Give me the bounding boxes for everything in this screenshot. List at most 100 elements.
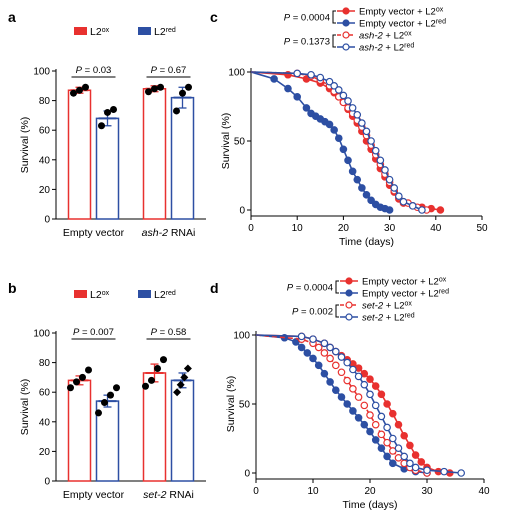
y-tick-label-5: 100 [33,67,50,78]
series-point-3-6 [337,353,346,361]
series-point-0-18 [406,441,414,450]
data-point-0-0-1 [73,378,80,386]
series-point-1-16 [358,184,366,192]
series-point-0-13 [377,390,386,399]
legend-label-1: Empty vector + L2red [359,18,446,30]
series-point-1-11 [343,400,352,408]
x-tick-label-4: 40 [430,223,442,234]
panel-label-b: b [8,280,17,296]
data-point-0-0-1 [76,86,83,94]
group-label-1: ash-2 RNAi [142,227,196,239]
y-tick-label-0: 0 [244,469,250,480]
data-point-1-0-0 [145,88,152,96]
series-point-1-14 [360,420,369,429]
legend-label-3: ash-2 + L2red [359,42,414,54]
series-point-3-3 [320,339,329,348]
series-point-1-3 [293,93,302,101]
panel-label-d: d [210,280,219,296]
group-label-0: Empty vector [63,489,125,501]
series-point-1-15 [366,427,374,436]
legend-marker-1 [345,289,353,297]
series-point-3-7 [343,358,352,367]
series-point-3-21 [440,467,448,476]
series-point-3-15 [388,434,397,443]
bar-1-1 [170,379,195,482]
series-point-3-4 [326,343,334,352]
x-tick-label-4: 40 [478,486,490,497]
y-tick-label-2: 40 [39,417,51,428]
y-axis-label: Survival (%) [220,113,232,170]
series-point-3-10 [360,380,369,389]
data-point-1-0-0 [142,382,149,390]
legend-marker-3 [345,313,353,321]
series-point-3-12 [362,127,371,136]
x-axis-label: Time (days) [339,236,394,248]
series-point-2-7 [337,368,346,377]
series-point-0-11 [366,375,374,383]
pvalue-label-1: P = 0.002 [292,307,333,318]
legend-label-2: set-2 + L2ox [362,300,412,312]
y-tick-label-5: 100 [33,329,50,340]
series-point-0-17 [400,431,409,440]
legend-label-1: L2red [154,289,176,301]
series-point-3-14 [371,146,380,155]
bar-0-1 [95,117,120,220]
series-point-1-15 [353,175,362,184]
legend-swatch-1 [138,27,151,35]
survival-curve-c: 0 50 100 0 10 20 30 40 50 Time (days) Survival (%)… [220,6,488,248]
data-point-1-1-0 [173,107,180,115]
x-tick-label-1: 10 [292,223,304,234]
series-point-2-3 [314,343,323,352]
series-point-1-14 [348,167,357,176]
series-point-2-15 [383,438,391,447]
series-line-3 [255,334,462,474]
series-point-3-18 [390,184,399,192]
series-point-0-20 [417,458,426,466]
pvalue-label-0: P = 0.007 [73,327,114,338]
y-tick-label-1: 50 [239,400,251,411]
series-point-1-13 [344,156,352,165]
series-point-1-5 [309,354,317,363]
series-point-3-16 [394,444,403,452]
data-point-1-1-1 [179,89,186,97]
series-point-3-6 [334,86,343,94]
data-point-0-1-1 [101,399,108,407]
series-point-1-1 [270,75,278,83]
data-point-1-1-2 [180,373,189,382]
data-point-0-1-2 [110,105,117,113]
series-point-3-3 [316,73,325,82]
pvalue-label-1: P = 0.67 [151,65,187,76]
series-point-1-11 [334,134,343,143]
series-point-1-19 [388,459,397,468]
y-tick-label-4: 80 [39,358,51,369]
data-point-0-0-3 [85,366,92,374]
series-point-3-8 [344,97,352,105]
series-point-3-1 [297,332,306,341]
bar-1-1 [170,96,195,220]
data-point-1-1-1 [176,380,185,389]
y-tick-label-3: 60 [39,126,51,137]
series-point-1-8 [326,378,334,386]
series-point-3-18 [406,459,414,468]
series-point-1-10 [330,126,338,134]
data-point-0-1-2 [107,391,114,399]
series-line-0 [255,334,450,474]
bar-chart-b: L2ox L2red 0 20 40 60 80 100 Survival (%) P = 0.0… [19,289,206,501]
series-point-2-4 [320,349,329,357]
series-point-3-20 [399,197,408,206]
group-label-1: set-2 RNAi [143,489,194,501]
series-point-2-8 [343,376,352,385]
series-point-3-19 [411,463,420,472]
legend-marker-0 [345,277,353,285]
series-point-1-4 [302,104,311,112]
y-tick-label-1: 20 [39,447,51,458]
x-tick-label-2: 20 [364,486,376,497]
legend-marker-0 [342,7,350,15]
data-point-0-1-3 [113,384,120,392]
series-point-1-12 [339,145,348,154]
data-point-1-0-1 [148,376,155,384]
legend-marker-3 [342,43,350,51]
data-point-0-0-2 [79,373,86,381]
series-point-1-2 [284,84,292,93]
